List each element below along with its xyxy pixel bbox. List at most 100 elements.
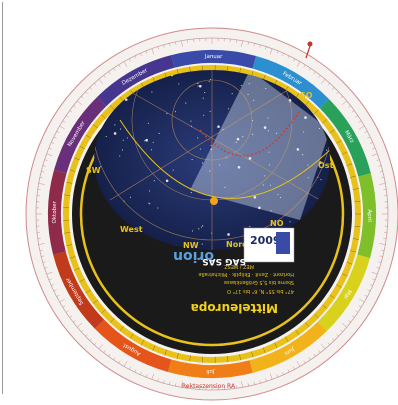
month-segment <box>54 96 107 174</box>
month-segment <box>97 55 175 107</box>
star <box>268 151 270 153</box>
month-segment <box>317 254 370 332</box>
star <box>129 196 131 198</box>
sag-logo: SAG SAS <box>202 256 246 266</box>
star <box>277 194 279 196</box>
month-segment <box>357 173 376 259</box>
star <box>197 85 199 87</box>
star <box>237 165 241 169</box>
star <box>258 206 261 210</box>
star <box>265 88 267 90</box>
star <box>158 132 160 135</box>
star <box>202 162 204 164</box>
star <box>198 228 200 230</box>
direction-northwest: NW <box>183 241 199 250</box>
star <box>249 225 251 228</box>
month-segment <box>249 321 327 373</box>
star <box>191 159 193 161</box>
month-segment <box>252 56 330 109</box>
coordinate-grid <box>94 70 330 250</box>
star <box>267 130 269 132</box>
star <box>147 122 149 124</box>
star <box>270 210 272 212</box>
star <box>235 141 237 143</box>
star <box>242 136 244 138</box>
star <box>201 226 203 228</box>
star <box>247 93 249 96</box>
star <box>253 195 257 199</box>
star <box>202 225 204 227</box>
month-segment <box>167 359 253 378</box>
star <box>197 83 199 85</box>
month-label: Oktober <box>52 201 58 224</box>
star <box>279 196 282 198</box>
month-segment <box>53 251 105 329</box>
milky-way <box>190 70 330 220</box>
star <box>144 140 146 142</box>
star <box>231 93 233 95</box>
star <box>262 184 264 186</box>
label-line-4: MEZ / MESZ <box>224 263 254 269</box>
pin-icon[interactable] <box>305 41 313 59</box>
star <box>267 117 269 119</box>
year-text: 2009 <box>250 234 281 247</box>
star <box>269 184 271 186</box>
star <box>209 110 211 112</box>
horizon-arc <box>119 119 330 199</box>
date-ticks <box>63 65 361 363</box>
sun-icon <box>210 197 218 205</box>
direction-east: Ost <box>318 161 334 170</box>
star <box>204 91 206 94</box>
star <box>119 155 121 157</box>
star <box>198 84 202 88</box>
star <box>263 126 267 129</box>
star <box>126 137 128 139</box>
star <box>202 97 204 99</box>
star <box>203 114 205 116</box>
direction-southeast: SO <box>300 91 313 100</box>
month-label: Juli <box>206 368 216 374</box>
star <box>178 83 180 85</box>
star <box>307 177 309 179</box>
star <box>151 91 153 93</box>
star <box>113 132 117 135</box>
star <box>320 179 322 181</box>
star <box>303 131 305 133</box>
star <box>217 125 220 128</box>
star <box>148 202 150 204</box>
star <box>268 164 270 166</box>
star <box>264 175 266 177</box>
star <box>210 78 212 80</box>
label-line-2: Sterne bis 5,5 Größenklasse <box>224 279 294 285</box>
star <box>209 170 211 172</box>
star <box>190 192 192 194</box>
star <box>191 230 193 232</box>
month-ring <box>47 50 376 378</box>
star <box>122 139 124 141</box>
label-line-1: 47° bis 55° N, 6° bis 17° O <box>227 288 294 294</box>
star <box>275 132 277 134</box>
star <box>166 113 168 115</box>
card-logo <box>276 232 290 254</box>
star <box>201 243 203 245</box>
star <box>289 221 291 223</box>
direction-west: West <box>120 225 143 234</box>
star <box>302 154 304 156</box>
star <box>210 149 212 151</box>
star <box>148 190 151 192</box>
month-label: Juni <box>283 345 296 356</box>
star <box>319 161 322 164</box>
star <box>326 149 328 151</box>
star <box>174 111 176 113</box>
star <box>199 148 201 150</box>
star <box>219 164 221 166</box>
star <box>121 149 124 151</box>
star <box>157 207 159 209</box>
star <box>153 180 155 182</box>
star <box>252 133 254 135</box>
frame-left-edge <box>2 2 3 394</box>
star <box>172 169 174 171</box>
star <box>124 98 128 101</box>
month-label: März <box>343 130 355 145</box>
